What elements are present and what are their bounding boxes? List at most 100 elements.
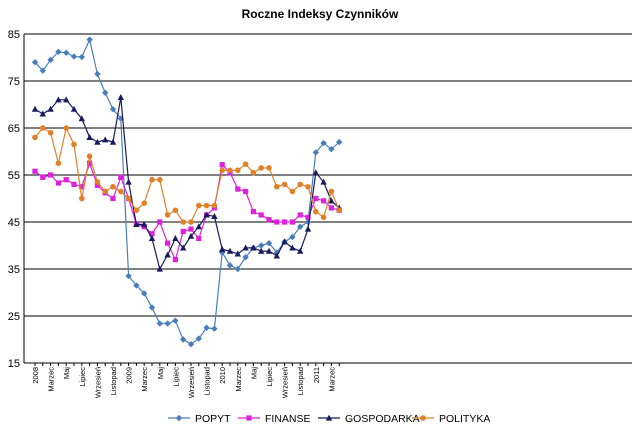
data-point [102, 136, 109, 143]
data-point [32, 168, 38, 174]
data-point [336, 207, 343, 214]
data-point [289, 219, 295, 225]
data-point [320, 139, 327, 147]
data-point [149, 176, 155, 183]
data-point [86, 36, 93, 43]
x-tick-label: Wrzesień [187, 367, 196, 398]
data-point [79, 184, 85, 190]
data-point [265, 247, 273, 254]
x-tick-label: 2011 [312, 367, 321, 383]
data-point [102, 188, 108, 195]
data-point [48, 172, 54, 178]
data-point [47, 105, 54, 112]
series-line [34, 126, 340, 223]
data-point [94, 182, 100, 188]
data-point [266, 165, 272, 171]
data-point [289, 233, 296, 241]
x-tick-label: 2008 [31, 367, 40, 384]
data-point [71, 141, 77, 148]
data-point [70, 105, 78, 112]
x-tick-label: Maj [62, 367, 71, 379]
data-point [234, 250, 241, 257]
data-point [328, 205, 334, 211]
data-point [141, 290, 148, 297]
data-point [55, 180, 61, 186]
series-line [34, 97, 340, 271]
data-point [164, 320, 171, 327]
data-point [305, 183, 311, 190]
x-tick-label: Listopad [203, 367, 212, 395]
data-point [289, 188, 296, 195]
data-point [336, 138, 343, 146]
data-point [297, 247, 304, 254]
x-tick-label: Listopad [296, 367, 305, 395]
data-point [313, 208, 319, 215]
data-point [312, 169, 319, 176]
data-point [196, 235, 202, 242]
data-point [133, 282, 140, 289]
y-tick-label: 45 [8, 217, 20, 229]
data-point [63, 49, 70, 56]
data-point [172, 235, 179, 242]
data-point [250, 209, 256, 215]
data-point [47, 56, 54, 64]
data-point [187, 341, 195, 348]
x-tick-label: Marzec [47, 367, 56, 392]
data-point [273, 252, 280, 259]
data-point [63, 96, 70, 103]
data-point [196, 202, 202, 209]
data-point [63, 125, 69, 131]
data-point [312, 149, 319, 156]
legend-label: POPYT [195, 413, 231, 425]
data-point [246, 415, 252, 421]
data-point [219, 162, 225, 168]
x-tick-label: Lipiec [171, 367, 180, 387]
data-point [109, 138, 117, 145]
data-point [157, 176, 163, 183]
data-point [274, 219, 280, 225]
legend: POPYT FINANSE GOSPODARKA POLITYKA [168, 413, 490, 425]
series-gospodarka [31, 94, 343, 272]
legend-label: GOSPODARKA [345, 413, 420, 425]
series-popyt [31, 36, 343, 348]
data-point [195, 223, 202, 230]
x-tick-label: Maj [249, 367, 258, 379]
data-point [125, 195, 132, 202]
data-point [125, 178, 132, 185]
data-point [125, 272, 132, 280]
data-point [133, 207, 140, 214]
legend-label: FINANSE [265, 413, 311, 425]
data-point [211, 202, 218, 209]
x-tick-label: 2009 [125, 367, 134, 384]
data-point [55, 160, 62, 167]
data-point [250, 169, 257, 176]
x-tick-label: Wrzesień [281, 367, 290, 398]
data-point [289, 244, 296, 251]
data-point [172, 207, 179, 214]
legend-label: POLITYKA [439, 413, 490, 425]
data-point [281, 238, 288, 245]
data-point [219, 167, 225, 174]
data-point [102, 89, 109, 96]
data-point [71, 181, 77, 187]
data-point [235, 167, 241, 174]
data-point [203, 324, 210, 331]
chart-title: Roczne Indeksy Czynników [241, 7, 399, 21]
data-point [110, 183, 116, 190]
data-point [156, 265, 163, 272]
y-tick-label: 65 [8, 123, 20, 135]
data-point [109, 106, 117, 113]
data-point [258, 212, 264, 218]
data-point [320, 178, 327, 185]
data-point [420, 415, 426, 421]
data-point [226, 262, 234, 269]
data-point [39, 67, 46, 74]
y-tick-label: 55 [8, 170, 20, 182]
data-point [110, 195, 116, 202]
data-point [180, 219, 186, 225]
data-point [94, 138, 101, 145]
data-point [282, 219, 288, 225]
axes: 15 25 35 45 55 65 75 85 2008 Marzec Maj Lipiec Wrzes… [8, 29, 632, 398]
data-point [94, 70, 101, 78]
x-tick-label: Lipiec [265, 367, 274, 387]
